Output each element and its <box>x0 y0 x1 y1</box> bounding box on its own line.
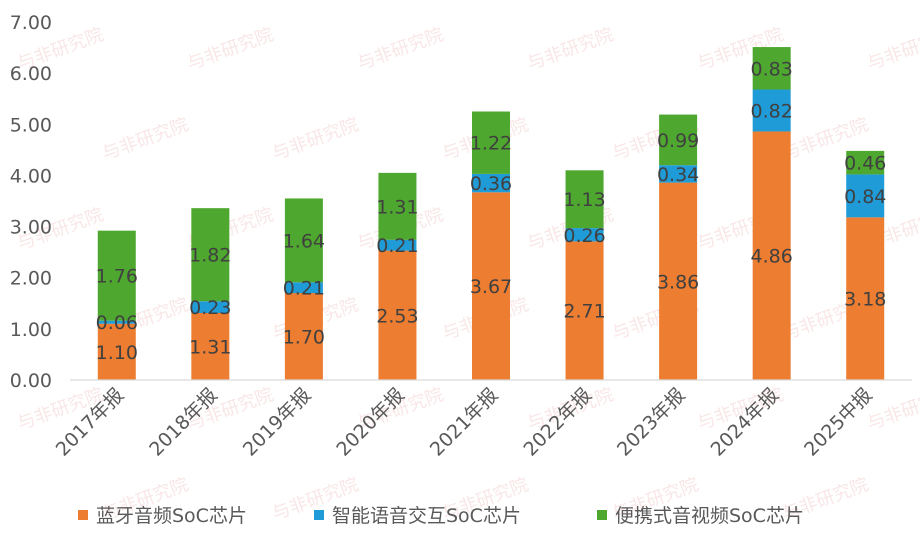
legend-label: 便携式音视频SoC芯片 <box>615 505 804 527</box>
data-label: 0.21 <box>376 235 418 257</box>
data-label: 0.36 <box>470 173 512 195</box>
bar-segment <box>659 165 698 183</box>
bar-segment <box>846 150 885 175</box>
legend-label: 蓝牙音频SoC芯片 <box>96 505 247 527</box>
y-axis: 0.00 1.00 2.00 3.00 4.00 5.00 6.00 7.00 <box>10 12 52 392</box>
data-label: 1.31 <box>189 337 231 359</box>
data-label: 1.76 <box>96 266 138 288</box>
bars-layer <box>97 47 885 380</box>
x-category-label: 2020年报 <box>332 384 409 461</box>
data-label: 0.26 <box>563 225 605 247</box>
data-label: 0.83 <box>751 58 793 80</box>
legend-label: 智能语音交互SoC芯片 <box>332 505 521 527</box>
bar-segment <box>472 111 510 174</box>
legend: 蓝牙音频SoC芯片 智能语音交互SoC芯片 便携式音视频SoC芯片 <box>78 505 804 527</box>
y-tick-label: 4.00 <box>10 165 52 187</box>
data-label: 1.70 <box>283 327 325 349</box>
watermark-text: 与非研究院 <box>525 24 617 75</box>
data-label: 1.31 <box>376 196 418 218</box>
data-label: 0.84 <box>844 186 886 208</box>
data-label: 1.10 <box>96 342 138 364</box>
bar-segment <box>846 217 885 380</box>
legend-swatch <box>314 510 324 520</box>
bar-segment <box>565 228 604 242</box>
data-label: 0.46 <box>844 153 886 175</box>
data-label: 3.67 <box>470 276 512 298</box>
x-category-label: 2023年报 <box>613 384 690 461</box>
y-tick-label: 7.00 <box>10 12 52 34</box>
data-label: 0.82 <box>751 100 793 122</box>
bar-segment <box>472 173 510 193</box>
watermark-text: 与非研究院 <box>865 24 920 75</box>
bar-segment <box>565 170 604 229</box>
legend-swatch <box>78 510 88 520</box>
bar-segment <box>191 301 230 314</box>
y-tick-label: 6.00 <box>10 63 52 85</box>
bar-segment <box>378 250 417 380</box>
data-label: 3.86 <box>657 271 699 293</box>
bar-segment <box>472 192 510 380</box>
bar-segment <box>378 172 417 240</box>
data-label: 1.82 <box>189 245 231 267</box>
bar-segment <box>191 208 230 302</box>
data-label: 3.18 <box>844 289 886 311</box>
bar-segment <box>659 182 698 380</box>
y-tick-label: 3.00 <box>10 217 52 239</box>
bar-segment <box>565 241 604 380</box>
legend-item: 便携式音视频SoC芯片 <box>597 505 804 527</box>
watermark-text: 与非研究院 <box>100 114 192 165</box>
data-labels-layer: 1.10 0.06 1.76 1.31 0.23 1.82 1.70 0.21 1.64 2.53… <box>96 58 887 364</box>
bar-segment <box>378 239 417 251</box>
y-tick-label: 5.00 <box>10 114 52 136</box>
data-label: 1.64 <box>283 230 325 252</box>
y-tick-label: 1.00 <box>10 319 52 341</box>
bar-segment <box>752 47 791 90</box>
y-tick-label: 0.00 <box>10 370 52 392</box>
watermark-text: 与非研究院 <box>270 114 362 165</box>
data-label: 4.86 <box>751 246 793 268</box>
data-label: 2.71 <box>563 301 605 323</box>
x-axis: 2017年报 2018年报 2019年报 2020年报 2021年报 2022年报 2023… <box>52 379 912 461</box>
bar-segment <box>97 230 136 321</box>
x-category-label: 2025中报 <box>800 384 877 461</box>
bar-segment <box>284 293 323 380</box>
data-label: 0.21 <box>283 278 325 300</box>
data-label: 0.06 <box>96 312 138 334</box>
bar-segment <box>284 198 323 283</box>
bar-segment <box>659 114 698 166</box>
data-label: 0.34 <box>657 164 699 186</box>
bar-segment <box>284 282 323 294</box>
bar-segment <box>97 323 136 380</box>
data-label: 1.22 <box>470 133 512 155</box>
legend-item: 蓝牙音频SoC芯片 <box>78 505 247 527</box>
data-label: 0.99 <box>657 130 699 152</box>
bar-segment <box>752 89 791 132</box>
bar-segment <box>846 174 885 218</box>
watermark-text: 与非研究院 <box>185 24 277 75</box>
bar-segment <box>97 320 136 324</box>
watermark-text: 与非研究院 <box>355 24 447 75</box>
legend-swatch <box>597 510 607 520</box>
data-label: 0.23 <box>189 297 231 319</box>
y-tick-label: 2.00 <box>10 268 52 290</box>
data-label: 2.53 <box>376 305 418 327</box>
watermark-text: 与非研究院 <box>865 384 920 435</box>
bar-segment <box>191 313 230 380</box>
bar-segment <box>752 131 791 380</box>
data-label: 1.13 <box>563 189 605 211</box>
legend-item: 智能语音交互SoC芯片 <box>314 505 521 527</box>
